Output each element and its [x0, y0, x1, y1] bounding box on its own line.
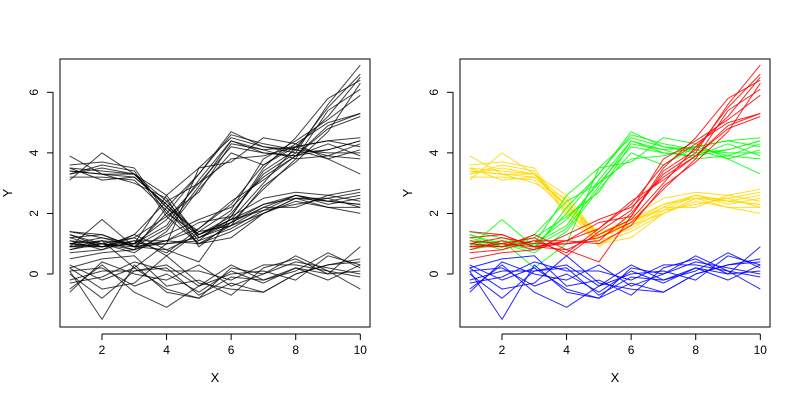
x-tick-label: 6: [628, 343, 635, 357]
x-axis-label: X: [611, 370, 620, 385]
y-axis: 0 2 4 6 Y: [400, 89, 454, 277]
y-axis-label: Y: [400, 188, 415, 197]
series-line-3-8: [469, 82, 761, 251]
y-tick-label: 6: [27, 89, 41, 96]
series-line-2-8: [469, 140, 761, 251]
chart-panel-1: 2 4 6 8 10 X 0 2 4 6 Y: [0, 58, 371, 385]
series-line-2-9: [69, 137, 361, 269]
series-line-4-7: [69, 258, 361, 299]
series-line-4-2: [469, 255, 761, 320]
series-line-4-10: [469, 261, 761, 293]
series-line-1-5: [69, 161, 361, 236]
y-axis: 0 2 4 6 Y: [0, 89, 54, 277]
series-line-1-4: [69, 176, 361, 245]
series-line-1-7: [69, 152, 361, 233]
series-line-4-9: [69, 264, 361, 293]
x-tick-label: 2: [99, 343, 106, 357]
series-line-2-2: [69, 131, 361, 251]
x-tick-label: 2: [499, 343, 506, 357]
y-tick-label: 0: [27, 270, 41, 277]
series-line-3-10: [469, 116, 761, 248]
series-line-2-2: [469, 131, 761, 251]
plot-border: [59, 58, 371, 328]
series-line-3-6: [469, 113, 761, 260]
y-tick-label: 4: [427, 149, 441, 156]
y-axis-label: Y: [0, 188, 15, 197]
plot-border: [459, 58, 771, 328]
series-group: [469, 64, 761, 320]
series-line-1-7: [469, 152, 761, 233]
series-line-4-4: [69, 246, 361, 296]
x-tick-label: 4: [163, 343, 170, 357]
x-tick-label: 6: [228, 343, 235, 357]
y-tick-label: 2: [27, 210, 41, 217]
x-axis: 2 4 6 8 10 X: [499, 333, 768, 385]
chart-panel-2: 2 4 6 8 10 X 0 2 4 6 Y: [400, 58, 771, 385]
series-line-3-5: [469, 79, 761, 248]
series-line-4-6: [469, 267, 761, 299]
y-tick-label: 4: [27, 149, 41, 156]
series-group: [69, 64, 361, 320]
x-tick-label: 10: [754, 343, 768, 357]
series-line-3-8: [69, 82, 361, 251]
x-tick-label: 8: [292, 343, 299, 357]
series-line-3-10: [69, 116, 361, 248]
series-line-4-6: [69, 267, 361, 299]
y-tick-label: 2: [427, 210, 441, 217]
series-line-1-8: [469, 170, 761, 248]
series-line-1-8: [69, 170, 361, 248]
series-line-2-9: [469, 137, 761, 269]
series-line-4-4: [469, 246, 761, 296]
series-line-1-5: [469, 161, 761, 236]
series-line-3-5: [69, 79, 361, 248]
y-tick-label: 0: [427, 270, 441, 277]
x-axis-label: X: [211, 370, 220, 385]
series-line-4-7: [469, 258, 761, 299]
series-line-4-9: [469, 264, 761, 293]
series-line-4-2: [69, 255, 361, 320]
x-tick-label: 4: [563, 343, 570, 357]
series-line-4-10: [69, 261, 361, 293]
x-tick-label: 8: [692, 343, 699, 357]
y-tick-label: 6: [427, 89, 441, 96]
series-line-2-8: [69, 140, 361, 251]
x-tick-label: 10: [354, 343, 368, 357]
series-line-1-4: [469, 176, 761, 245]
x-axis: 2 4 6 8 10 X: [99, 333, 368, 385]
series-line-3-6: [69, 113, 361, 260]
